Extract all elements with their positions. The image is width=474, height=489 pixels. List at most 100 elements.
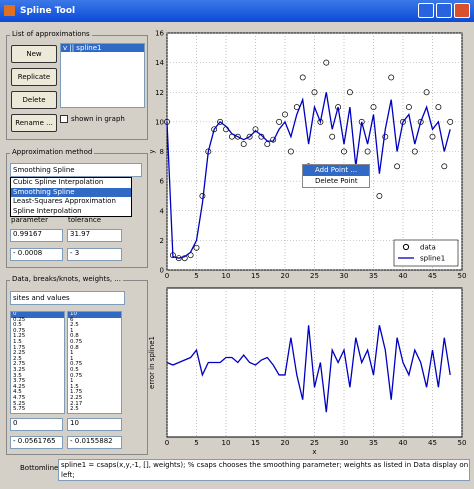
y-axis-label: error in spline1 — [148, 336, 156, 389]
list-item[interactable]: 0.5 — [13, 322, 22, 329]
y-tick-label: 2 — [160, 237, 164, 245]
maximize-button[interactable] — [436, 3, 452, 18]
parameter-spinner[interactable]: - 0.0008 — [10, 248, 63, 261]
x-tick-label: 15 — [251, 439, 260, 447]
list-item[interactable]: 2.75 — [13, 361, 26, 368]
value-field[interactable]: 10 — [67, 418, 122, 431]
data-point — [258, 133, 265, 140]
list-item[interactable]: 6 — [70, 316, 74, 323]
context-menu: Add Point ... Delete Point — [302, 164, 370, 188]
group-label: Data, breaks/knots, weights, ... — [10, 275, 123, 283]
list-item[interactable]: 1.75 — [70, 389, 83, 396]
parameter-field[interactable]: 0.99167 — [10, 229, 63, 242]
field-label: parameter — [11, 216, 48, 224]
value-spinner[interactable]: - 0.0155882 — [67, 436, 122, 449]
menu-item[interactable]: Delete Point — [315, 177, 358, 185]
bottomline-text[interactable]: spline1 = csaps(x,y,-1, [], weights); % … — [58, 459, 470, 481]
list-item[interactable]: 1.5 — [70, 383, 79, 390]
data-point — [282, 111, 288, 118]
list-item[interactable]: 1.25 — [13, 333, 26, 340]
list-item[interactable]: 4.25 — [13, 383, 26, 390]
sites-list[interactable]: 0 0.25 0.5 0.75 1.25 1.5 1.75 2.25 2.5 2.75 3.25 3.… — [10, 311, 65, 414]
list-item[interactable]: 2.25 — [13, 350, 26, 357]
list-item[interactable]: 2.5 — [70, 406, 79, 413]
method-dropdown[interactable]: Smoothing Spline — [10, 163, 142, 177]
x-tick-label: 5 — [194, 439, 198, 447]
list-item[interactable]: 2.5 — [70, 322, 79, 329]
data-point — [246, 133, 253, 140]
list-item[interactable]: 1.75 — [13, 344, 26, 351]
data-point — [193, 244, 200, 251]
approx-list[interactable]: v || spline1 — [60, 43, 145, 108]
list-item[interactable]: 1 — [70, 378, 74, 385]
list-item[interactable]: 0.75 — [70, 361, 83, 368]
y-tick-label: 8 — [160, 148, 164, 156]
x-tick-label: 45 — [428, 439, 437, 447]
list-item[interactable]: 0.5 — [70, 366, 79, 373]
site-spinner[interactable]: - 0.0561765 — [10, 436, 63, 449]
button[interactable]: New — [11, 45, 57, 63]
minimize-button[interactable] — [418, 3, 434, 18]
group-label: Approximation method — [10, 148, 95, 156]
button[interactable]: Replicate — [11, 68, 57, 86]
data-point — [323, 59, 330, 66]
list-item[interactable]: 10 — [68, 312, 121, 318]
list-item[interactable]: 3.5 — [13, 372, 22, 379]
list-item[interactable]: 0.8 — [70, 344, 79, 351]
data-point — [417, 118, 424, 125]
option[interactable]: Spline Interpolation — [13, 206, 82, 215]
site-field[interactable]: 0 — [10, 418, 63, 431]
data-point — [234, 133, 241, 140]
list-item[interactable]: 1 — [70, 327, 74, 334]
checkbox[interactable] — [60, 115, 68, 123]
x-tick-label: 40 — [399, 439, 408, 447]
method-options: Cubic Spline Interpolation Smoothing Spli… — [10, 177, 132, 217]
list-item[interactable]: 2.25 — [70, 394, 83, 401]
x-tick-label: 35 — [369, 439, 378, 447]
list-item[interactable]: 0.75 — [70, 338, 83, 345]
list-item[interactable]: 0.8 — [70, 333, 79, 340]
data-point — [370, 104, 377, 111]
data-dropdown[interactable]: sites and values — [10, 291, 125, 305]
legend-label: spline1 — [420, 255, 445, 263]
tolerance-spinner[interactable]: - 3 — [67, 248, 122, 261]
menu-item[interactable]: Add Point ... — [303, 165, 369, 176]
list-item[interactable]: 5.25 — [13, 400, 26, 407]
list-item[interactable]: 3.75 — [13, 378, 26, 385]
list-item[interactable]: 0.25 — [13, 316, 26, 323]
y-tick-label: 10 — [155, 118, 164, 126]
x-tick-label: 30 — [340, 272, 349, 280]
button[interactable]: Delete — [11, 91, 57, 109]
list-item[interactable]: 1.5 — [13, 338, 22, 345]
list-item[interactable]: 4.5 — [13, 389, 22, 396]
data-point — [240, 141, 247, 148]
close-button[interactable] — [454, 3, 470, 18]
x-tick-label: 45 — [428, 272, 437, 280]
option[interactable]: Smoothing Spline — [11, 187, 131, 197]
data-point — [423, 89, 430, 96]
list-item[interactable]: 1 — [70, 350, 74, 357]
tolerance-field[interactable]: 31.97 — [67, 229, 122, 242]
list-item[interactable]: v || spline1 — [61, 44, 144, 52]
list-item[interactable]: 2.17 — [70, 400, 83, 407]
checkbox-label: shown in graph — [71, 115, 125, 123]
step-value: 0.0561765 — [17, 437, 56, 445]
list-item[interactable]: 0 — [11, 312, 64, 318]
list-item[interactable]: 4.75 — [13, 394, 26, 401]
series-line — [166, 92, 451, 259]
list-item[interactable]: 3.25 — [13, 366, 26, 373]
plots: 0 5 10 15 20 25 30 35 40 45 500246810121416ydatasp… — [148, 30, 466, 457]
values-list[interactable]: 10 6 2.5 1 0.8 0.75 0.8 1 1 0.75 0.5 0.75 1 1.5 1.75 2.… — [67, 311, 122, 414]
y-tick-label: 16 — [155, 30, 164, 38]
option[interactable]: Least-Squares Approximation — [13, 197, 116, 205]
list-item[interactable]: 0.75 — [13, 327, 26, 334]
data-point — [287, 148, 294, 155]
list-item[interactable]: 0.75 — [70, 372, 83, 379]
option[interactable]: Cubic Spline Interpolation — [13, 178, 104, 186]
list-item[interactable]: 1 — [70, 355, 74, 362]
list-item[interactable]: 2.5 — [13, 355, 22, 362]
list-item[interactable]: 5.75 — [13, 406, 26, 413]
button[interactable]: Rename ... — [11, 114, 57, 132]
x-tick-label: 20 — [281, 272, 290, 280]
